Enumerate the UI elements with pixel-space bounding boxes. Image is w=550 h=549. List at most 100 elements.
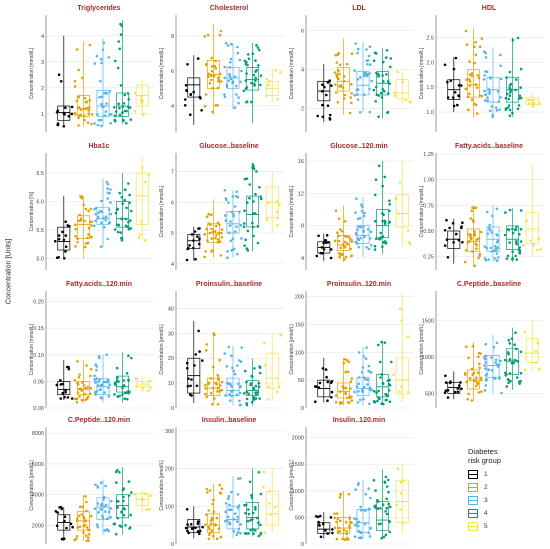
data-point (246, 519, 250, 523)
data-point (384, 220, 387, 224)
data-point (366, 378, 370, 382)
data-point (333, 239, 337, 243)
data-point (236, 45, 239, 49)
data-point (58, 506, 61, 509)
data-point (368, 370, 372, 373)
data-point (97, 355, 101, 358)
data-point (239, 403, 242, 407)
legend-key (468, 496, 478, 505)
data-point (454, 56, 458, 60)
data-point (89, 367, 93, 371)
y-tick-label: 6.5 (36, 171, 44, 177)
data-point (100, 397, 104, 400)
data-point (228, 503, 231, 507)
data-point (205, 513, 208, 517)
data-point (257, 381, 261, 385)
data-point (364, 357, 368, 361)
data-point (127, 379, 130, 382)
data-point (188, 244, 191, 247)
data-point (256, 46, 260, 49)
data-point (453, 390, 457, 394)
data-point (133, 91, 137, 95)
data-point (230, 354, 233, 358)
data-point (401, 80, 405, 84)
data-point (517, 104, 521, 107)
y-axis-label: Concentration [%] (29, 191, 35, 231)
data-point (185, 361, 189, 365)
data-point (508, 358, 512, 361)
data-point (64, 245, 68, 248)
legend-item: 1 (468, 468, 548, 481)
data-point (385, 56, 388, 59)
data-point (372, 88, 376, 92)
data-point (373, 244, 377, 248)
data-point (339, 85, 342, 88)
data-point (345, 359, 349, 362)
data-point (75, 400, 79, 404)
data-point (254, 70, 257, 73)
y-tick-label: 0.00 (33, 406, 44, 412)
data-point (228, 382, 232, 386)
data-point (192, 239, 195, 242)
data-point (325, 375, 328, 379)
data-point (452, 241, 455, 244)
data-point (493, 257, 497, 260)
data-point (532, 244, 535, 247)
data-point (227, 494, 231, 498)
panel: Insulin..120.min0500100015002000Concentr… (289, 417, 414, 548)
y-axis-label: Concentration [pmol/L] (289, 460, 295, 511)
data-point (99, 508, 102, 511)
data-point (119, 84, 123, 87)
data-point (365, 74, 369, 78)
data-point (380, 373, 384, 376)
data-point (252, 73, 256, 77)
data-point (220, 80, 223, 83)
data-point (80, 389, 83, 392)
data-point (478, 366, 481, 370)
data-point (121, 111, 124, 114)
data-point (94, 207, 98, 210)
data-point (518, 94, 522, 97)
data-point (475, 243, 479, 247)
data-point (474, 40, 477, 44)
data-point (238, 399, 241, 403)
y-tick-label: 3 (41, 60, 44, 66)
data-point (384, 510, 387, 513)
data-point (130, 356, 133, 360)
data-point (514, 331, 517, 335)
data-point (147, 389, 150, 392)
data-point (268, 490, 271, 493)
data-point (490, 250, 494, 253)
data-point (94, 483, 97, 487)
data-point (265, 218, 269, 221)
data-point (106, 380, 110, 384)
data-point (268, 502, 271, 505)
data-point (488, 90, 492, 93)
data-point (211, 230, 215, 234)
data-point (237, 382, 240, 386)
data-point (357, 390, 360, 393)
data-point (364, 522, 367, 526)
data-point (230, 42, 233, 46)
data-point (508, 114, 512, 118)
data-point (87, 209, 90, 213)
data-point (184, 84, 188, 87)
data-point (245, 397, 249, 401)
data-point (123, 198, 126, 202)
data-point (334, 83, 337, 86)
data-point (129, 513, 132, 517)
data-point (444, 389, 448, 393)
box (206, 377, 220, 396)
data-point (99, 388, 102, 391)
panel-title: Proinsulin..120.min (327, 281, 391, 288)
data-point (138, 233, 142, 236)
data-point (245, 100, 249, 103)
data-point (143, 238, 147, 242)
data-point (149, 494, 152, 497)
panel: Insulin..baseline0100200300Concentration… (159, 417, 284, 548)
data-point (494, 106, 498, 109)
data-point (259, 195, 263, 199)
data-point (276, 98, 279, 101)
data-point (95, 390, 99, 393)
data-point (504, 374, 508, 377)
